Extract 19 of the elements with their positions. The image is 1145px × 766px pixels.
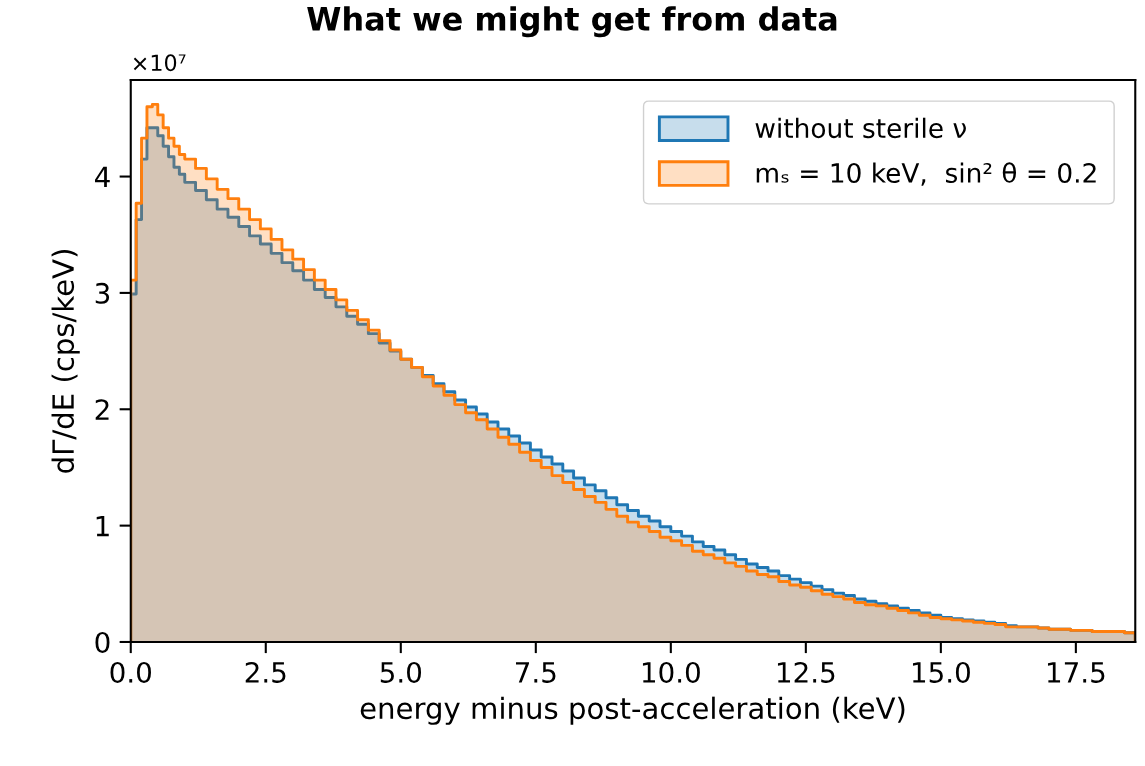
y-tick-label: 0 bbox=[95, 631, 110, 653]
x-tick-label: 15.0 bbox=[912, 661, 970, 683]
x-axis-title: energy minus post-acceleration (keV) bbox=[360, 696, 905, 725]
y-tick-label: 4 bbox=[95, 166, 110, 188]
x-tick-label: 12.5 bbox=[777, 661, 835, 683]
x-tick-label: 0.0 bbox=[110, 661, 151, 683]
legend-label: without sterile ν bbox=[755, 117, 966, 139]
text: ×10⁷ bbox=[133, 54, 186, 72]
legend-label: mₛ = 10 keV, sin² θ = 0.2 bbox=[756, 162, 1096, 186]
x-tick-label: 5.0 bbox=[380, 661, 422, 683]
y-tick-label: 1 bbox=[96, 515, 109, 537]
x-tick-label: 10.0 bbox=[642, 661, 700, 683]
y-tick-label: 2 bbox=[95, 399, 109, 420]
y-axis-title: dΓ/dE (cps/keV) bbox=[51, 250, 80, 473]
chart-title: What we might get from data bbox=[307, 6, 837, 38]
x-tick-label: 17.5 bbox=[1047, 662, 1105, 683]
x-tick-label: 2.5 bbox=[245, 661, 286, 683]
y-tick-label: 3 bbox=[95, 282, 110, 304]
x-tick-label: 7.5 bbox=[515, 662, 556, 683]
